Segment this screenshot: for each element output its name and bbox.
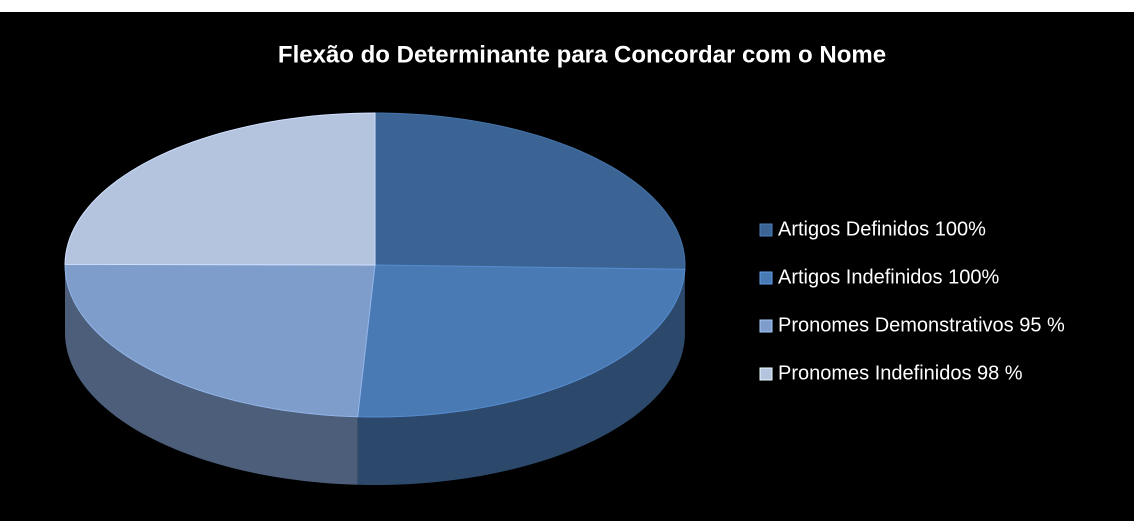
- legend-label: Artigos Definidos 100%: [778, 218, 986, 240]
- legend-label: Artigos Indefinidos 100%: [778, 266, 999, 288]
- legend-label: Pronomes Indefinidos 98 %: [778, 362, 1023, 384]
- legend-swatch: [760, 368, 772, 380]
- chart-title: Flexão do Determinante para Concordar co…: [278, 41, 886, 68]
- legend-swatch: [760, 224, 772, 236]
- legend-swatch: [760, 272, 772, 284]
- legend-label: Pronomes Demonstrativos 95 %: [778, 314, 1065, 336]
- legend-swatch: [760, 320, 772, 332]
